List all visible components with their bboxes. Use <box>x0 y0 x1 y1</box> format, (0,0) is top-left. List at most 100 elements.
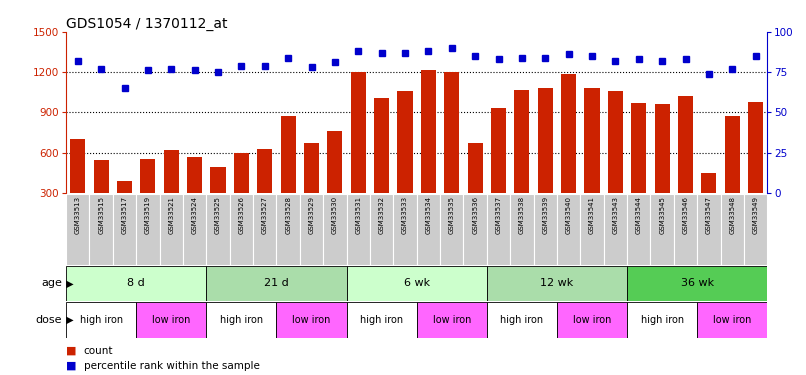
Text: high iron: high iron <box>220 315 263 325</box>
Text: GSM33543: GSM33543 <box>613 196 618 234</box>
Bar <box>604 194 627 265</box>
Bar <box>66 266 206 301</box>
Text: GSM33549: GSM33549 <box>753 196 758 234</box>
Text: GSM33524: GSM33524 <box>192 196 197 234</box>
Text: 12 wk: 12 wk <box>540 278 574 288</box>
Text: GSM33534: GSM33534 <box>426 196 431 234</box>
Text: high iron: high iron <box>501 315 543 325</box>
Bar <box>393 194 417 265</box>
Text: 36 wk: 36 wk <box>680 278 714 288</box>
Bar <box>534 194 557 265</box>
Bar <box>113 194 136 265</box>
Bar <box>510 194 534 265</box>
Text: GSM33513: GSM33513 <box>75 196 81 234</box>
Text: GSM33548: GSM33548 <box>729 196 735 234</box>
Text: high iron: high iron <box>360 315 403 325</box>
Text: GSM33541: GSM33541 <box>589 196 595 234</box>
Bar <box>230 194 253 265</box>
Bar <box>210 167 226 193</box>
Bar <box>164 150 179 193</box>
Bar <box>561 74 576 193</box>
Bar <box>117 181 132 193</box>
Bar <box>374 98 389 193</box>
Text: GSM33538: GSM33538 <box>519 196 525 234</box>
Bar <box>300 194 323 265</box>
Bar <box>417 194 440 265</box>
Text: ▶: ▶ <box>63 315 73 325</box>
Bar <box>557 302 627 338</box>
Bar <box>654 104 670 193</box>
Bar <box>487 194 510 265</box>
Bar <box>370 194 393 265</box>
Text: GSM33515: GSM33515 <box>98 196 104 234</box>
Text: low iron: low iron <box>713 315 751 325</box>
Text: ■: ■ <box>66 361 77 370</box>
Text: GSM33525: GSM33525 <box>215 196 221 234</box>
Bar <box>136 302 206 338</box>
Bar <box>748 102 763 193</box>
Text: GSM33537: GSM33537 <box>496 196 501 234</box>
Bar <box>234 153 249 193</box>
Text: high iron: high iron <box>80 315 123 325</box>
Bar <box>397 91 413 193</box>
Bar <box>650 194 674 265</box>
Bar <box>678 96 693 193</box>
Bar <box>327 131 343 193</box>
Text: high iron: high iron <box>641 315 683 325</box>
Bar <box>417 302 487 338</box>
Bar <box>136 194 160 265</box>
Text: GSM33536: GSM33536 <box>472 196 478 234</box>
Bar <box>627 266 767 301</box>
Bar <box>421 70 436 193</box>
Bar <box>674 194 697 265</box>
Bar <box>697 194 721 265</box>
Bar <box>206 302 276 338</box>
Text: GSM33519: GSM33519 <box>145 196 151 234</box>
Text: GSM33528: GSM33528 <box>285 196 291 234</box>
Bar <box>584 88 600 193</box>
Bar <box>627 194 650 265</box>
Bar <box>280 116 296 193</box>
Text: percentile rank within the sample: percentile rank within the sample <box>84 361 260 370</box>
Text: GSM33544: GSM33544 <box>636 196 642 234</box>
Bar <box>608 91 623 193</box>
Bar <box>347 302 417 338</box>
Text: 21 d: 21 d <box>264 278 289 288</box>
Bar <box>444 72 459 193</box>
Bar <box>70 139 85 193</box>
Bar <box>351 72 366 193</box>
Bar <box>580 194 604 265</box>
Bar <box>66 194 89 265</box>
Bar <box>514 90 530 193</box>
Bar <box>276 302 347 338</box>
Text: GSM33526: GSM33526 <box>239 196 244 234</box>
Bar <box>187 156 202 193</box>
Bar <box>627 302 697 338</box>
Bar <box>557 194 580 265</box>
Text: GSM33521: GSM33521 <box>168 196 174 234</box>
Bar <box>206 194 230 265</box>
Text: GSM33539: GSM33539 <box>542 196 548 234</box>
Text: low iron: low iron <box>152 315 190 325</box>
Bar <box>89 194 113 265</box>
Bar <box>66 302 136 338</box>
Bar <box>701 172 717 193</box>
Bar <box>140 159 156 193</box>
Bar <box>697 302 767 338</box>
Bar <box>744 194 767 265</box>
Text: dose: dose <box>35 315 62 325</box>
Bar <box>304 143 319 193</box>
Text: GSM33545: GSM33545 <box>659 196 665 234</box>
Text: ▶: ▶ <box>63 278 73 288</box>
Text: GSM33531: GSM33531 <box>355 196 361 234</box>
Bar <box>725 116 740 193</box>
Bar <box>631 103 646 193</box>
Text: GSM33529: GSM33529 <box>309 196 314 234</box>
Text: GSM33546: GSM33546 <box>683 196 688 234</box>
Bar <box>160 194 183 265</box>
Bar <box>93 160 109 193</box>
Text: low iron: low iron <box>573 315 611 325</box>
Bar <box>487 266 627 301</box>
Bar <box>463 194 487 265</box>
Text: count: count <box>84 346 114 355</box>
